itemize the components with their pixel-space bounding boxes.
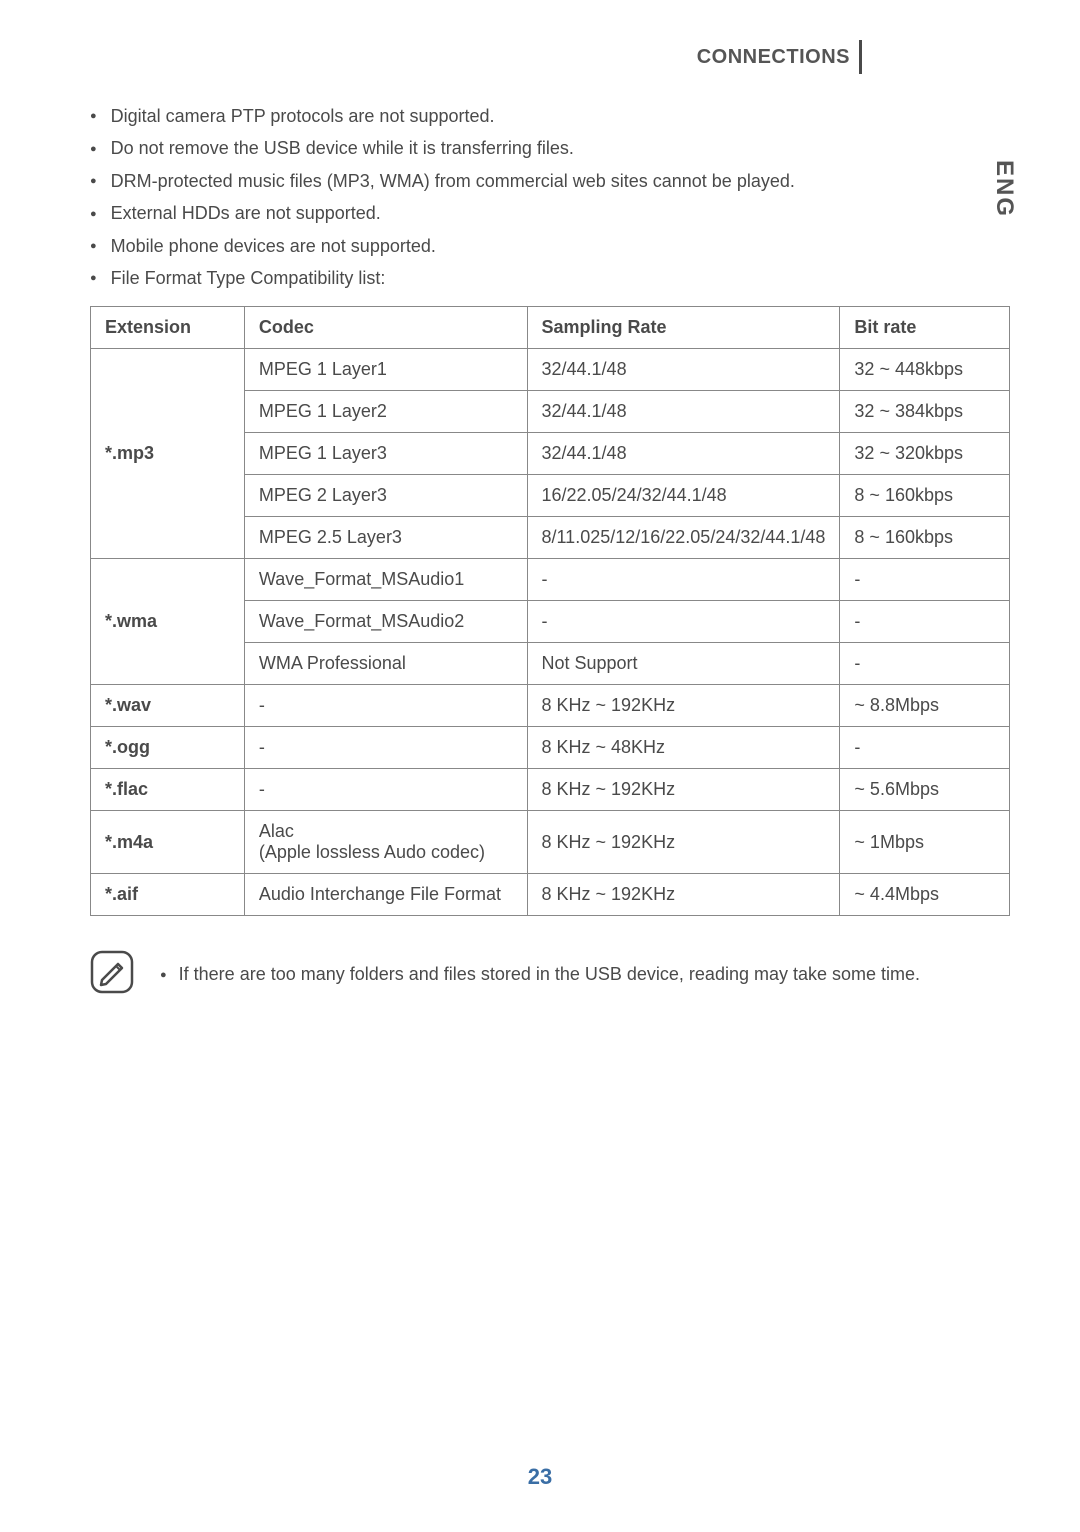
table-header: Sampling Rate — [527, 307, 840, 349]
extension-cell: *.mp3 — [91, 349, 245, 559]
bitrate-cell: ~ 1Mbps — [840, 811, 1010, 874]
bitrate-cell: ~ 8.8Mbps — [840, 685, 1010, 727]
codec-cell: MPEG 1 Layer1 — [244, 349, 527, 391]
sampling-cell: 8/11.025/12/16/22.05/24/32/44.1/48 — [527, 517, 840, 559]
table-row: *.wav-8 KHz ~ 192KHz~ 8.8Mbps — [91, 685, 1010, 727]
sampling-cell: 8 KHz ~ 48KHz — [527, 727, 840, 769]
extension-cell: *.aif — [91, 874, 245, 916]
section-title: CONNECTIONS — [697, 46, 850, 69]
codec-cell: Alac (Apple lossless Audo codec) — [244, 811, 527, 874]
list-item: Digital camera PTP protocols are not sup… — [90, 100, 1010, 132]
list-item: Mobile phone devices are not supported. — [90, 230, 1010, 262]
codec-cell: WMA Professional — [244, 643, 527, 685]
pencil-note-icon — [90, 950, 134, 994]
list-item: File Format Type Compatibility list: — [90, 262, 1010, 294]
sampling-cell: 8 KHz ~ 192KHz — [527, 769, 840, 811]
sampling-cell: Not Support — [527, 643, 840, 685]
table-row: *.m4aAlac (Apple lossless Audo codec)8 K… — [91, 811, 1010, 874]
sampling-cell: - — [527, 559, 840, 601]
extension-cell: *.ogg — [91, 727, 245, 769]
bitrate-cell: - — [840, 601, 1010, 643]
bitrate-cell: 8 ~ 160kbps — [840, 475, 1010, 517]
extension-cell: *.wma — [91, 559, 245, 685]
bitrate-cell: 8 ~ 160kbps — [840, 517, 1010, 559]
bitrate-cell: - — [840, 727, 1010, 769]
bitrate-cell: 32 ~ 448kbps — [840, 349, 1010, 391]
language-tag: ENG — [990, 160, 1018, 218]
bitrate-cell: - — [840, 559, 1010, 601]
extension-cell: *.m4a — [91, 811, 245, 874]
table-header: Bit rate — [840, 307, 1010, 349]
codec-cell: MPEG 1 Layer3 — [244, 433, 527, 475]
extension-cell: *.wav — [91, 685, 245, 727]
table-header: Codec — [244, 307, 527, 349]
page-root: CONNECTIONS ENG Digital camera PTP proto… — [0, 0, 1080, 1532]
codec-cell: MPEG 1 Layer2 — [244, 391, 527, 433]
sampling-cell: 16/22.05/24/32/44.1/48 — [527, 475, 840, 517]
codec-cell: - — [244, 685, 527, 727]
bitrate-cell: 32 ~ 320kbps — [840, 433, 1010, 475]
extension-cell: *.flac — [91, 769, 245, 811]
table-row: *.ogg-8 KHz ~ 48KHz- — [91, 727, 1010, 769]
list-item: DRM-protected music files (MP3, WMA) fro… — [90, 165, 1010, 197]
codec-cell: Wave_Format_MSAudio2 — [244, 601, 527, 643]
table-header: Extension — [91, 307, 245, 349]
list-item: Do not remove the USB device while it is… — [90, 132, 1010, 164]
page-number: 23 — [0, 1464, 1080, 1490]
sampling-cell: 8 KHz ~ 192KHz — [527, 685, 840, 727]
sampling-cell: 32/44.1/48 — [527, 349, 840, 391]
header-divider — [859, 40, 862, 74]
codec-cell: - — [244, 727, 527, 769]
bitrate-cell: - — [840, 643, 1010, 685]
sampling-cell: 8 KHz ~ 192KHz — [527, 874, 840, 916]
note-row: If there are too many folders and files … — [90, 950, 1010, 994]
bullet-list: Digital camera PTP protocols are not sup… — [90, 100, 1010, 294]
codec-cell: - — [244, 769, 527, 811]
sampling-cell: - — [527, 601, 840, 643]
bitrate-cell: ~ 4.4Mbps — [840, 874, 1010, 916]
codec-cell: MPEG 2.5 Layer3 — [244, 517, 527, 559]
codec-cell: Audio Interchange File Format — [244, 874, 527, 916]
table-row: *.flac-8 KHz ~ 192KHz~ 5.6Mbps — [91, 769, 1010, 811]
table-row: *.mp3MPEG 1 Layer132/44.1/4832 ~ 448kbps — [91, 349, 1010, 391]
list-item: External HDDs are not supported. — [90, 197, 1010, 229]
sampling-cell: 8 KHz ~ 192KHz — [527, 811, 840, 874]
compatibility-table: ExtensionCodecSampling RateBit rate*.mp3… — [90, 306, 1010, 916]
table-row: *.wmaWave_Format_MSAudio1-- — [91, 559, 1010, 601]
bitrate-cell: 32 ~ 384kbps — [840, 391, 1010, 433]
codec-cell: Wave_Format_MSAudio1 — [244, 559, 527, 601]
table-row: *.aifAudio Interchange File Format8 KHz … — [91, 874, 1010, 916]
codec-cell: MPEG 2 Layer3 — [244, 475, 527, 517]
note-text: If there are too many folders and files … — [160, 950, 920, 989]
bitrate-cell: ~ 5.6Mbps — [840, 769, 1010, 811]
sampling-cell: 32/44.1/48 — [527, 433, 840, 475]
sampling-cell: 32/44.1/48 — [527, 391, 840, 433]
